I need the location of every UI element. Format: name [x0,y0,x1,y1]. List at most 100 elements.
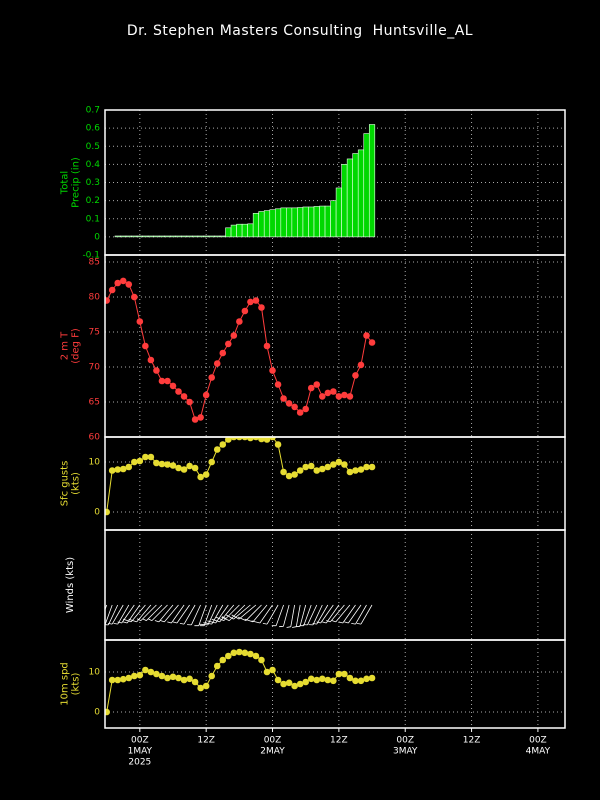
wind-barb [231,604,257,620]
wind-barb [295,604,307,628]
point [164,674,171,682]
y-tick-label: 80 [89,293,101,303]
point [105,297,110,304]
point [274,441,282,448]
y-tick-label: 0 [94,508,100,518]
x-tick-label: 12Z [197,736,215,746]
point [302,678,309,686]
point [313,467,321,474]
bar [180,235,188,238]
point [236,437,243,441]
point [335,458,343,466]
point [224,652,232,660]
bar [269,209,276,238]
point [147,668,155,676]
bar [158,235,166,238]
bar [291,207,298,238]
wind-barb [244,604,268,623]
bar [363,133,370,238]
wind-barb [122,604,141,624]
point [318,465,326,473]
point [197,684,204,692]
wind-barb [322,604,340,624]
bar [313,206,320,238]
point [136,457,144,465]
point [341,461,348,468]
bar [341,164,348,238]
wind-barb [128,604,152,623]
point [208,458,216,466]
point [307,462,315,470]
wind-barb [312,604,329,625]
bar [346,158,353,238]
bar [352,153,359,238]
bar [286,207,293,238]
y-tick-label: 10 [89,668,101,678]
point [330,677,337,685]
bar [274,208,282,238]
x-tick-label: 00Z [131,736,149,746]
point [274,676,282,684]
point [230,437,238,441]
wind-barb [160,604,179,623]
bar [153,235,160,238]
wind-barb [338,604,356,624]
point [346,468,354,476]
y-axis-label: Winds (kts) [65,557,76,613]
wind-barb [147,604,168,621]
bar [319,205,326,238]
wind-barb [203,604,224,625]
wind-barb [154,604,174,623]
point [219,441,227,448]
y-tick-label: 70 [89,363,101,373]
wind-barb [113,604,130,625]
y-tick-label: 65 [89,398,100,408]
point [302,463,309,471]
bar [280,207,287,238]
point [236,318,243,325]
point [318,675,326,683]
point [258,304,265,311]
point [125,463,133,471]
wind-barb [308,604,323,626]
point [191,416,199,423]
point [131,672,138,680]
x-date-label: 2MAY [260,747,285,757]
point [291,682,298,690]
panel [105,255,565,437]
bar [192,235,199,238]
point [219,349,227,357]
y-tick-label: 0.5 [86,142,100,152]
point [313,676,321,684]
point [324,389,332,397]
y-axis-label: (kts) [71,673,82,696]
bar [142,235,149,238]
y-axis-label: 2 m T [60,331,71,360]
point [241,649,249,657]
y-tick-label: 75 [89,328,100,338]
point [131,458,138,466]
wind-barb [107,604,124,625]
bar [125,235,132,238]
point [208,672,216,680]
point [335,670,343,678]
y-tick-label: 10 [89,458,101,468]
point [357,466,365,473]
point [191,678,199,686]
point [252,652,260,660]
wind-barb [122,604,146,623]
point [125,281,133,288]
point [169,382,177,390]
point [280,680,287,688]
point [280,395,287,402]
point [158,460,166,468]
point [263,437,271,443]
point [307,384,315,392]
point [186,462,193,470]
point [313,381,321,388]
point [202,471,210,478]
point [357,677,365,685]
wind-barb [303,604,318,626]
wind-barb [351,604,367,625]
